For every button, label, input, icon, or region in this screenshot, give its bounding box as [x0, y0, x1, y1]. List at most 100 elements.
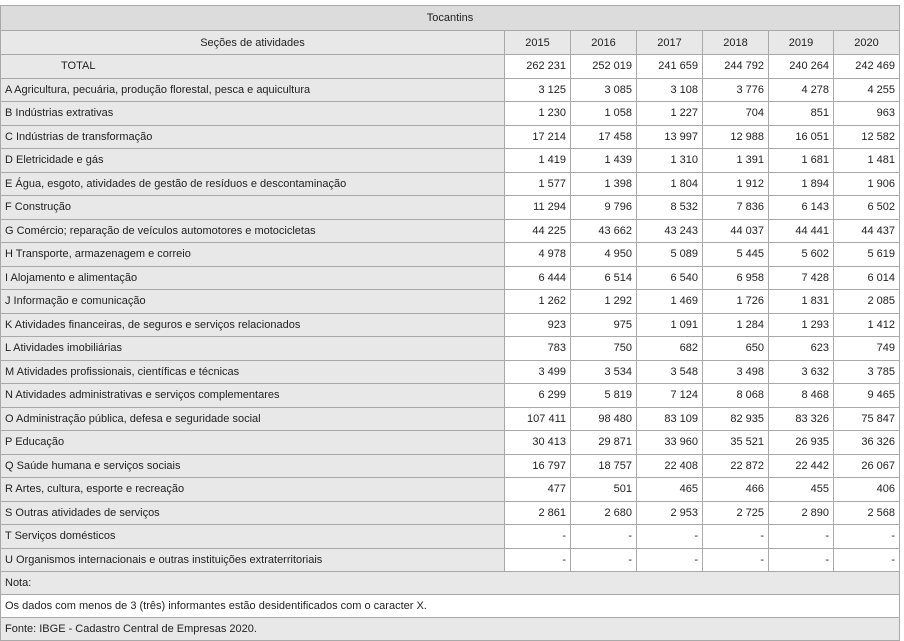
cell-value: 749 [832, 336, 901, 361]
cell-value: 1 906 [832, 171, 901, 196]
note-label-row: Nota: [0, 571, 901, 595]
table-row: D Eletricidade e gás 1 419 1 439 1 310 1 391… [0, 148, 901, 173]
cell-value: 18 757 [570, 453, 637, 478]
table-body: TOTAL 262 231 252 019 241 659 244 792 240 264… [0, 54, 901, 572]
cell-value: 3 776 [702, 77, 769, 102]
cell-value: 1 469 [636, 289, 703, 314]
cell-value: 22 872 [702, 453, 769, 478]
cell-value: - [570, 524, 637, 549]
cell-value: 3 632 [768, 359, 834, 384]
cell-value: 8 468 [768, 383, 834, 408]
cell-value: 43 243 [636, 218, 703, 243]
row-label: R Artes, cultura, esporte e recreação [0, 477, 505, 502]
cell-value: 1 894 [768, 171, 834, 196]
cell-value: 4 255 [832, 77, 901, 102]
cell-value: 244 792 [702, 54, 769, 79]
cell-value: 2 861 [504, 500, 571, 525]
cell-value: 8 068 [702, 383, 769, 408]
cell-value: 1 292 [570, 289, 637, 314]
cell-value: 1 831 [768, 289, 834, 314]
table-row: T Serviços domésticos - - - - - - [0, 524, 901, 549]
cell-value: 466 [702, 477, 769, 502]
cell-value: 783 [504, 336, 571, 361]
cell-value: 1 058 [570, 101, 637, 126]
cell-value: - [702, 547, 769, 572]
cell-value: 3 534 [570, 359, 637, 384]
cell-value: 623 [768, 336, 834, 361]
table-row: R Artes, cultura, esporte e recreação 477… [0, 477, 901, 502]
row-label: C Indústrias de transformação [0, 124, 505, 149]
cell-value: 1 577 [504, 171, 571, 196]
cell-value: 43 662 [570, 218, 637, 243]
cell-value: 1 419 [504, 148, 571, 173]
cell-value: 17 214 [504, 124, 571, 149]
row-label: F Construção [0, 195, 505, 220]
cell-value: 7 428 [768, 265, 834, 290]
cell-value: 7 836 [702, 195, 769, 220]
cell-value: 9 465 [832, 383, 901, 408]
cell-value: 107 411 [504, 406, 571, 431]
cell-value: 241 659 [636, 54, 703, 79]
cell-value: 82 935 [702, 406, 769, 431]
cell-value: 35 521 [702, 430, 769, 455]
cell-value: 33 960 [636, 430, 703, 455]
cell-value: 4 978 [504, 242, 571, 267]
cell-value: - [636, 547, 703, 572]
row-label: N Atividades administrativas e serviços … [0, 383, 505, 408]
cell-value: 252 019 [570, 54, 637, 79]
cell-value: - [504, 547, 571, 572]
cell-value: 16 797 [504, 453, 571, 478]
row-label: G Comércio; reparação de veículos automo… [0, 218, 505, 243]
cell-value: 1 804 [636, 171, 703, 196]
row-label: S Outras atividades de serviços [0, 500, 505, 525]
cell-value: 2 680 [570, 500, 637, 525]
cell-value: 1 398 [570, 171, 637, 196]
table-row: H Transporte, armazenagem e correio 4 978… [0, 242, 901, 267]
cell-value: 406 [832, 477, 901, 502]
year-column-header: 2017 [636, 30, 703, 55]
cell-value: 1 091 [636, 312, 703, 337]
cell-value: 240 264 [768, 54, 834, 79]
cell-value: 1 481 [832, 148, 901, 173]
note-label: Nota: [0, 571, 901, 595]
cell-value: 242 469 [832, 54, 901, 79]
row-label: E Água, esgoto, atividades de gestão de … [0, 171, 505, 196]
row-label: J Informação e comunicação [0, 289, 505, 314]
table-row: Q Saúde humana e serviços sociais 16 797 1… [0, 453, 901, 478]
cell-value: 30 413 [504, 430, 571, 455]
row-label: B Indústrias extrativas [0, 101, 505, 126]
table-title: Tocantins [0, 5, 901, 31]
cell-value: 477 [504, 477, 571, 502]
cell-value: 83 326 [768, 406, 834, 431]
row-label: H Transporte, armazenagem e correio [0, 242, 505, 267]
cell-value: 1 439 [570, 148, 637, 173]
cell-value: 1 391 [702, 148, 769, 173]
cell-value: 6 014 [832, 265, 901, 290]
table-row: E Água, esgoto, atividades de gestão de … [0, 171, 901, 196]
cell-value: 75 847 [832, 406, 901, 431]
cell-value: 44 037 [702, 218, 769, 243]
table-row: TOTAL 262 231 252 019 241 659 244 792 240 264… [0, 54, 901, 79]
cell-value: 9 796 [570, 195, 637, 220]
cell-value: 923 [504, 312, 571, 337]
row-label: Q Saúde humana e serviços sociais [0, 453, 505, 478]
cell-value: 975 [570, 312, 637, 337]
cell-value: 3 548 [636, 359, 703, 384]
row-label: I Alojamento e alimentação [0, 265, 505, 290]
cell-value: - [504, 524, 571, 549]
cell-value: - [768, 547, 834, 572]
cell-value: - [832, 547, 901, 572]
cell-value: 5 819 [570, 383, 637, 408]
cell-value: 5 445 [702, 242, 769, 267]
cell-value: 36 326 [832, 430, 901, 455]
table-row: F Construção 11 294 9 796 8 532 7 836 6 143 6 … [0, 195, 901, 220]
cell-value: 2 953 [636, 500, 703, 525]
cell-value: - [768, 524, 834, 549]
cell-value: 3 499 [504, 359, 571, 384]
section-column-header: Seções de atividades [0, 30, 505, 55]
cell-value: 6 540 [636, 265, 703, 290]
row-label: U Organismos internacionais e outras ins… [0, 547, 505, 572]
table-row: I Alojamento e alimentação 6 444 6 514 6 54… [0, 265, 901, 290]
year-column-header: 2015 [504, 30, 571, 55]
table-row: C Indústrias de transformação 17 214 17 45… [0, 124, 901, 149]
